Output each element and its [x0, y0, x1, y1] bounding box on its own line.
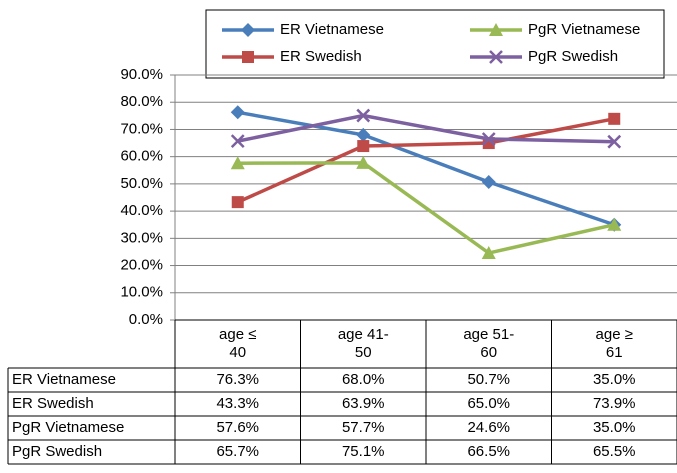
table-cell: 73.9% — [593, 395, 636, 412]
x-tick-label: age 41-50 — [337, 326, 389, 361]
series-line — [237, 117, 615, 204]
x-tick-label-box: age ≥ 61 — [595, 326, 633, 361]
legend-marker — [489, 23, 503, 36]
x-tick-label-box: age ≤ 40 — [219, 326, 257, 361]
table-cell: 35.0% — [593, 371, 636, 388]
table-cell: 50.7% — [467, 371, 510, 388]
point — [607, 134, 622, 149]
point — [607, 217, 622, 231]
table-cell: 63.9% — [342, 395, 385, 412]
y-tick-label: 30.0% — [120, 229, 163, 246]
table-cell: 66.5% — [467, 443, 510, 460]
row-label: ER Vietnamese — [12, 371, 116, 388]
table-cell: 35.0% — [593, 419, 636, 436]
y-tick-label: 50.0% — [120, 175, 163, 192]
y-tick-label: 40.0% — [120, 202, 163, 219]
y-tick-label: 70.0% — [120, 120, 163, 137]
point — [481, 174, 496, 189]
legend-label: PgR Vietnamese — [528, 21, 640, 38]
point — [481, 132, 496, 146]
table-cell: 76.3% — [216, 371, 259, 388]
series-line — [237, 113, 615, 144]
legend-marker — [242, 51, 254, 63]
legend-label: PgR Swedish — [528, 48, 618, 65]
x-tick-label: age ≥ 61 — [595, 326, 633, 361]
table-cell: 68.0% — [342, 371, 385, 388]
x-tick-label: age ≤ 40 — [219, 326, 257, 361]
point — [481, 246, 496, 260]
legend-marker — [489, 50, 503, 64]
point — [230, 134, 245, 149]
y-tick-label: 90.0% — [120, 66, 163, 83]
y-tick-label: 0.0% — [129, 311, 163, 328]
row-label: PgR Vietnamese — [12, 419, 124, 436]
y-tick-label: 10.0% — [120, 284, 163, 301]
series-line — [237, 161, 615, 255]
legend-marker — [241, 23, 255, 37]
series-line — [237, 110, 615, 227]
row-label: ER Swedish — [12, 395, 94, 412]
legend-label: ER Swedish — [280, 48, 362, 65]
point — [230, 156, 245, 170]
row-label: PgR Swedish — [12, 443, 102, 460]
point — [356, 127, 371, 142]
y-tick-label: 20.0% — [120, 257, 163, 274]
point — [356, 155, 371, 169]
legend-label: ER Vietnamese — [280, 21, 384, 38]
x-tick-label-box: age 41-50 — [337, 326, 389, 361]
table-cell: 75.1% — [342, 443, 385, 460]
y-tick-label: 60.0% — [120, 148, 163, 165]
point — [230, 105, 245, 120]
y-tick-label: 80.0% — [120, 93, 163, 110]
legend-box — [205, 9, 665, 79]
x-tick-label-box: age 51-60 — [463, 326, 515, 361]
table-cell: 65.0% — [467, 395, 510, 412]
point — [231, 196, 244, 209]
point — [356, 108, 371, 123]
x-tick-label: age 51-60 — [463, 326, 515, 361]
table-cell: 57.6% — [216, 419, 259, 436]
table-cell: 65.7% — [216, 443, 259, 460]
table-cell: 24.6% — [467, 419, 510, 436]
point — [357, 140, 370, 153]
point — [608, 112, 621, 125]
table-cell: 43.3% — [216, 395, 259, 412]
table-cell: 65.5% — [593, 443, 636, 460]
table-cell: 57.7% — [342, 419, 385, 436]
